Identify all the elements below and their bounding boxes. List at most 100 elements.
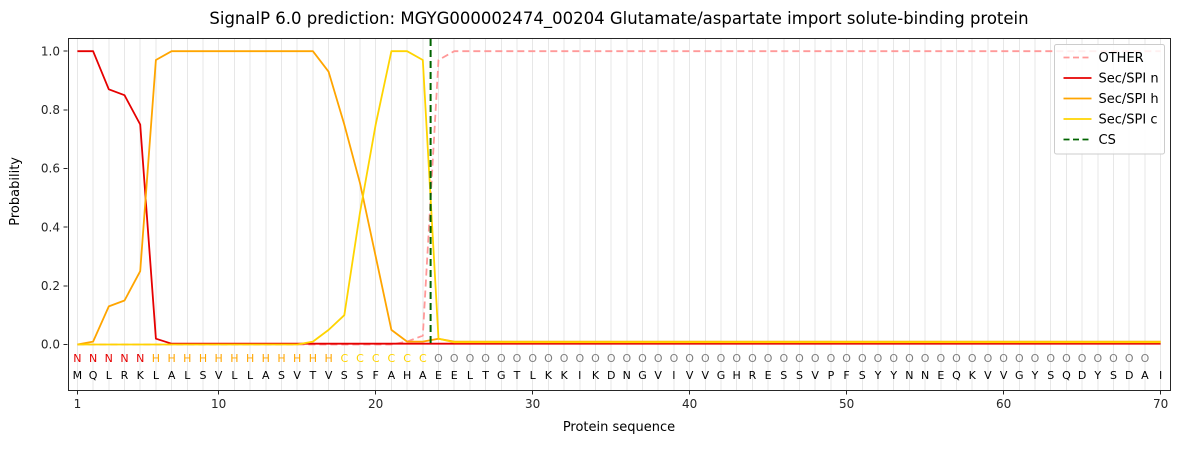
x-tick-label: 60	[996, 397, 1011, 411]
region-letter: O	[952, 352, 961, 365]
sequence-letter: I	[672, 369, 675, 382]
legend: OTHER Sec/SPI n Sec/SPI h Sec/SPI c CS	[1054, 44, 1165, 155]
region-letter: H	[293, 352, 301, 365]
sequence-letter: N	[623, 369, 631, 382]
region-letter: O	[654, 352, 663, 365]
region-letter: H	[167, 352, 175, 365]
region-letter: H	[215, 352, 223, 365]
sequence-letter: L	[530, 369, 537, 382]
sequence-letter: E	[451, 369, 458, 382]
sequence-letter: L	[106, 369, 113, 382]
region-letter: O	[795, 352, 804, 365]
chart-title: SignalP 6.0 prediction: MGYG000002474_00…	[209, 9, 1029, 28]
series-line-sec-spi-c	[77, 50, 1161, 346]
series-line-sec-spi-h	[77, 50, 1161, 346]
series-line-sec-spi-n	[77, 50, 1161, 345]
sequence-letter: A	[168, 369, 176, 382]
sequence-letter: S	[341, 369, 348, 382]
region-letter: O	[921, 352, 930, 365]
sequence-letter: T	[513, 369, 521, 382]
region-letter: O	[607, 352, 616, 365]
y-axis-label: Probability	[7, 157, 23, 226]
region-letter: O	[1125, 352, 1134, 365]
region-letter: O	[984, 352, 993, 365]
legend-label: Sec/SPI c	[1099, 112, 1158, 127]
y-tick-label: 0.4	[41, 220, 60, 234]
region-letter: O	[717, 352, 726, 365]
region-letter: C	[388, 352, 396, 365]
sequence-letter: G	[497, 369, 506, 382]
sequence-letter: Q	[952, 369, 961, 382]
region-letter: O	[858, 352, 867, 365]
sequence-letter: V	[1000, 369, 1008, 382]
x-tick-label: 70	[1153, 397, 1168, 411]
sequence-letter: H	[403, 369, 411, 382]
sequence-letter: Y	[889, 369, 897, 382]
sequence-letter: S	[780, 369, 787, 382]
y-tick-label: 0.0	[41, 338, 60, 352]
sequence-letter: V	[702, 369, 710, 382]
y-tick-label: 0.2	[41, 279, 60, 293]
sequence-letter: S	[796, 369, 803, 382]
sequence-letter: V	[293, 369, 301, 382]
sequence-letter: K	[560, 369, 568, 382]
sequence-letter: L	[231, 369, 238, 382]
legend-label: CS	[1099, 133, 1116, 148]
sequence-letter: K	[592, 369, 600, 382]
region-letter: O	[764, 352, 773, 365]
sequence-letter: S	[859, 369, 866, 382]
region-letter: C	[340, 352, 348, 365]
sequence-letter: S	[200, 369, 207, 382]
region-letter: O	[670, 352, 679, 365]
sequence-letter: T	[481, 369, 489, 382]
region-letter: O	[1031, 352, 1040, 365]
sequence-letter: A	[1141, 369, 1149, 382]
region-letter: C	[372, 352, 380, 365]
region-letter: N	[89, 352, 97, 365]
y-tick-label: 0.8	[41, 103, 60, 117]
region-letter: O	[968, 352, 977, 365]
region-letter: O	[560, 352, 569, 365]
series-line-other	[77, 50, 1161, 346]
region-letter: H	[246, 352, 254, 365]
region-letter: H	[230, 352, 238, 365]
region-letter: H	[183, 352, 191, 365]
sequence-letter: F	[843, 369, 849, 382]
region-letter: O	[1093, 352, 1102, 365]
region-letter: O	[1109, 352, 1118, 365]
sequence-letter: A	[262, 369, 270, 382]
region-letter: N	[120, 352, 128, 365]
sequence-letter: V	[686, 369, 694, 382]
sequence-letter: E	[765, 369, 772, 382]
sequence-letter: K	[137, 369, 145, 382]
sequence-letter: L	[184, 369, 191, 382]
sequence-letter: S	[1110, 369, 1117, 382]
region-letter: O	[779, 352, 788, 365]
x-tick-label: 30	[525, 397, 540, 411]
sequence-letter: G	[638, 369, 647, 382]
sequence-letter: V	[215, 369, 223, 382]
sequence-letter: R	[749, 369, 757, 382]
sequence-letter: Y	[1031, 369, 1039, 382]
region-letter: H	[309, 352, 317, 365]
region-letter: O	[999, 352, 1008, 365]
region-letter: O	[748, 352, 757, 365]
sequence-letter: S	[1047, 369, 1054, 382]
region-letter: O	[544, 352, 553, 365]
x-axis-label: Protein sequence	[562, 420, 676, 435]
sequence-letter: D	[1078, 369, 1086, 382]
region-letter: O	[811, 352, 820, 365]
region-letter: O	[1046, 352, 1055, 365]
sequence-letter: I	[578, 369, 581, 382]
sequence-letter: H	[733, 369, 741, 382]
y-axis-label-wrap: Probability	[5, 38, 25, 345]
region-letter: O	[528, 352, 537, 365]
region-letter: O	[434, 352, 443, 365]
region-letter: H	[152, 352, 160, 365]
sequence-letter: G	[1015, 369, 1024, 382]
region-letter: N	[73, 352, 81, 365]
region-letter: C	[356, 352, 364, 365]
sequence-letter: N	[905, 369, 913, 382]
sequence-letter: L	[153, 369, 160, 382]
